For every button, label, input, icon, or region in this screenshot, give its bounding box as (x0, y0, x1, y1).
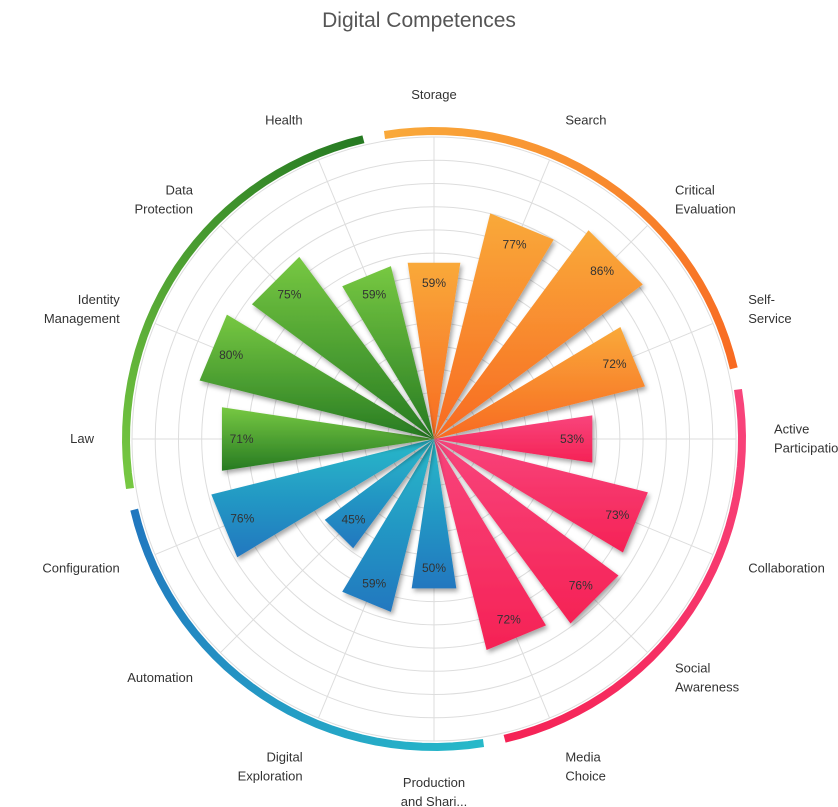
category-label-line: Participation (774, 441, 838, 456)
bar[interactable] (434, 230, 643, 439)
category-label: Identity Management (44, 292, 120, 326)
value-label: 86% (590, 264, 614, 278)
group-arc-pink (503, 388, 746, 743)
bars (199, 213, 648, 650)
category-label: Active Participation (774, 422, 838, 456)
category-label-line: Automation (127, 670, 193, 685)
category-label-line: Data (166, 183, 194, 198)
category-label-line: and Shari... (401, 794, 468, 807)
bar[interactable] (434, 327, 645, 439)
category-label: Media Choice (565, 749, 605, 783)
category-label-line: Media (565, 749, 601, 764)
category-label-line: Protection (134, 202, 193, 217)
category-labels: Storage Search Critical Evaluation Self- Serv… (42, 87, 838, 807)
category-label: Search (565, 113, 606, 128)
category-label: Social Awareness (675, 661, 740, 695)
category-label-line: Social (675, 661, 711, 676)
value-label: 73% (605, 508, 629, 522)
category-label-line: Digital (267, 749, 303, 764)
value-label: 80% (219, 348, 243, 362)
value-label: 59% (362, 576, 386, 590)
value-labels: 59% 77% 86% 72% 53% 73% 76% 72% 50% 59% 45% 76% 71% 8… (219, 237, 630, 626)
category-label-line: Choice (565, 768, 605, 783)
category-label: Health (265, 113, 303, 128)
bar[interactable] (342, 439, 434, 612)
bar[interactable] (221, 407, 434, 471)
value-label: 76% (230, 511, 254, 525)
value-label: 59% (362, 288, 386, 302)
bar[interactable] (434, 213, 554, 439)
category-label: Digital Exploration (238, 749, 303, 783)
bar[interactable] (434, 439, 619, 624)
bar[interactable] (211, 439, 434, 558)
category-label-line: Health (265, 113, 303, 128)
bar[interactable] (434, 439, 648, 553)
category-label-line: Management (44, 311, 120, 326)
bar[interactable] (407, 262, 461, 439)
category-label-line: Storage (411, 87, 457, 102)
group-arc-green (122, 135, 365, 490)
value-label: 45% (341, 513, 365, 527)
category-label: Collaboration (748, 560, 825, 575)
bar[interactable] (199, 314, 434, 439)
value-label: 76% (569, 579, 593, 593)
value-label: 53% (560, 432, 584, 446)
category-label-line: Law (70, 431, 94, 446)
value-label: 77% (503, 237, 527, 251)
category-label: Automation (127, 670, 193, 685)
value-label: 75% (277, 287, 301, 301)
category-label-line: Awareness (675, 680, 740, 695)
category-label-line: Critical (675, 183, 715, 198)
category-label-line: Exploration (238, 768, 303, 783)
category-label-line: Search (565, 113, 606, 128)
value-label: 50% (422, 561, 446, 575)
group-arcs (122, 127, 746, 751)
group-arc-orange (383, 127, 738, 370)
category-label: Self- Service (748, 292, 791, 326)
category-label-line: Configuration (42, 560, 119, 575)
value-label: 71% (230, 432, 254, 446)
category-label-line: Collaboration (748, 560, 825, 575)
category-label-line: Evaluation (675, 202, 736, 217)
bar[interactable] (324, 439, 434, 549)
category-label: Critical Evaluation (675, 183, 736, 217)
category-label-line: Identity (78, 292, 120, 307)
category-label-line: Production (403, 775, 465, 790)
category-label-line: Service (748, 311, 791, 326)
group-arc-blue (130, 508, 485, 751)
bar[interactable] (251, 256, 434, 439)
value-label: 72% (603, 357, 627, 371)
category-label: Data Protection (134, 183, 193, 217)
value-label: 72% (497, 613, 521, 627)
bar[interactable] (342, 266, 434, 439)
bar[interactable] (434, 439, 546, 650)
category-label-line: Active (774, 422, 809, 437)
category-label: Production and Shari... (401, 775, 468, 807)
value-label: 59% (422, 276, 446, 290)
category-label-line: Self- (748, 292, 775, 307)
category-label: Law (70, 431, 94, 446)
category-label: Storage (411, 87, 457, 102)
category-label: Configuration (42, 560, 119, 575)
bar[interactable] (411, 439, 457, 589)
chart-title: Digital Competences (322, 9, 516, 32)
bar[interactable] (434, 415, 593, 463)
